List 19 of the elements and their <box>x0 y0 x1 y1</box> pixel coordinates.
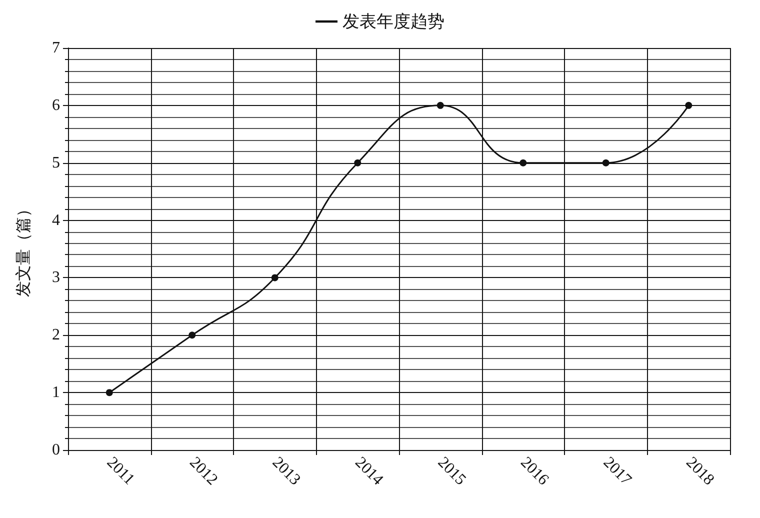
y-axis-title: 发文量（篇） <box>14 201 32 297</box>
point <box>188 332 196 339</box>
point <box>685 102 692 109</box>
y-tick-label: 7 <box>52 40 60 56</box>
point <box>271 274 278 282</box>
y-tick-label: 1 <box>52 384 60 402</box>
y-tick-label: 6 <box>52 96 60 114</box>
y-tick-label: 5 <box>52 154 60 172</box>
point <box>106 389 113 396</box>
point <box>436 102 444 109</box>
y-tick-label: 4 <box>52 212 60 229</box>
point <box>354 159 362 166</box>
x-tick-label: 2017 <box>600 454 634 489</box>
y-tick-label: 3 <box>52 269 60 286</box>
point <box>602 159 610 166</box>
legend-label: 发表年度趋势 <box>342 12 444 31</box>
point <box>520 159 527 166</box>
y-tick-label: 0 <box>52 442 60 458</box>
y-tick-label: 2 <box>52 326 60 344</box>
